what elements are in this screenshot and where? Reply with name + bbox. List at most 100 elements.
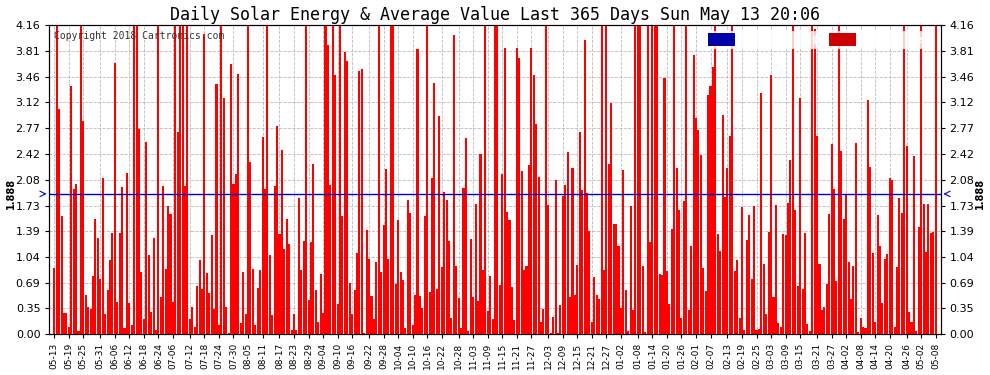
Bar (864, 328, 866, 334)
Bar (58, 108, 60, 334)
Bar (431, 178, 433, 334)
Bar (930, 233, 932, 334)
Bar (157, 25, 159, 334)
Bar (315, 290, 317, 334)
Bar (102, 178, 104, 334)
Bar (649, 242, 651, 334)
Bar (134, 25, 136, 334)
Bar (474, 204, 476, 334)
Bar (256, 288, 258, 334)
Bar (772, 297, 774, 334)
Bar (181, 25, 184, 334)
Bar (233, 183, 235, 334)
Bar (426, 25, 429, 334)
Bar (920, 25, 923, 334)
Bar (661, 275, 663, 334)
Bar (702, 268, 704, 334)
Bar (516, 48, 518, 334)
Bar (286, 219, 288, 334)
Bar (857, 332, 859, 334)
Bar (450, 318, 452, 334)
Bar (146, 142, 148, 334)
Bar (710, 86, 712, 334)
Bar (717, 234, 719, 334)
Bar (566, 152, 568, 334)
Bar (436, 289, 438, 334)
Bar (80, 25, 82, 334)
Bar (124, 328, 126, 334)
Bar (741, 207, 743, 334)
Bar (884, 258, 886, 334)
Bar (583, 40, 586, 334)
Bar (291, 330, 293, 334)
Bar (129, 303, 131, 334)
Bar (288, 244, 290, 334)
Bar (434, 83, 436, 334)
Bar (65, 313, 67, 334)
Bar (707, 95, 709, 334)
Bar (526, 266, 528, 334)
Bar (164, 269, 166, 334)
Bar (273, 186, 275, 334)
Bar (370, 296, 372, 334)
Bar (623, 170, 625, 334)
Bar (916, 331, 918, 334)
Bar (245, 314, 247, 334)
Bar (271, 315, 273, 334)
Bar (281, 150, 283, 334)
Bar (342, 216, 344, 334)
Bar (201, 289, 203, 334)
Bar (586, 193, 588, 334)
Bar (266, 25, 268, 334)
Bar (799, 98, 801, 334)
Bar (712, 67, 714, 334)
Bar (918, 227, 920, 334)
Bar (646, 25, 648, 334)
Bar (322, 313, 324, 334)
Bar (489, 276, 491, 334)
Bar (705, 291, 707, 334)
Bar (419, 296, 421, 334)
Bar (640, 25, 642, 334)
Bar (925, 252, 927, 334)
Bar (605, 26, 608, 334)
Bar (802, 289, 804, 334)
Bar (867, 100, 869, 334)
Bar (613, 224, 615, 334)
Bar (97, 238, 99, 334)
Bar (804, 232, 806, 334)
Bar (511, 287, 513, 334)
Bar (784, 235, 787, 334)
Bar (240, 323, 242, 334)
Bar (697, 130, 699, 334)
Bar (506, 212, 508, 334)
Bar (167, 206, 169, 334)
Bar (630, 206, 632, 334)
Bar (797, 286, 799, 334)
Bar (547, 205, 549, 334)
Bar (429, 292, 431, 334)
Bar (148, 255, 149, 334)
Bar (196, 286, 198, 334)
Bar (903, 25, 905, 334)
Bar (206, 273, 208, 334)
Bar (869, 166, 871, 334)
Bar (121, 187, 123, 334)
Bar (283, 249, 285, 334)
Bar (337, 304, 339, 334)
Bar (189, 319, 191, 334)
Bar (87, 307, 89, 334)
Bar (762, 264, 765, 334)
Bar (249, 162, 251, 334)
Bar (690, 246, 692, 334)
Bar (392, 25, 394, 334)
Bar (494, 25, 496, 334)
Bar (191, 307, 193, 334)
Bar (247, 25, 249, 334)
Bar (317, 322, 319, 334)
Bar (719, 251, 722, 334)
Bar (831, 144, 833, 334)
Bar (596, 295, 598, 334)
Bar (743, 330, 745, 334)
Bar (380, 272, 382, 334)
